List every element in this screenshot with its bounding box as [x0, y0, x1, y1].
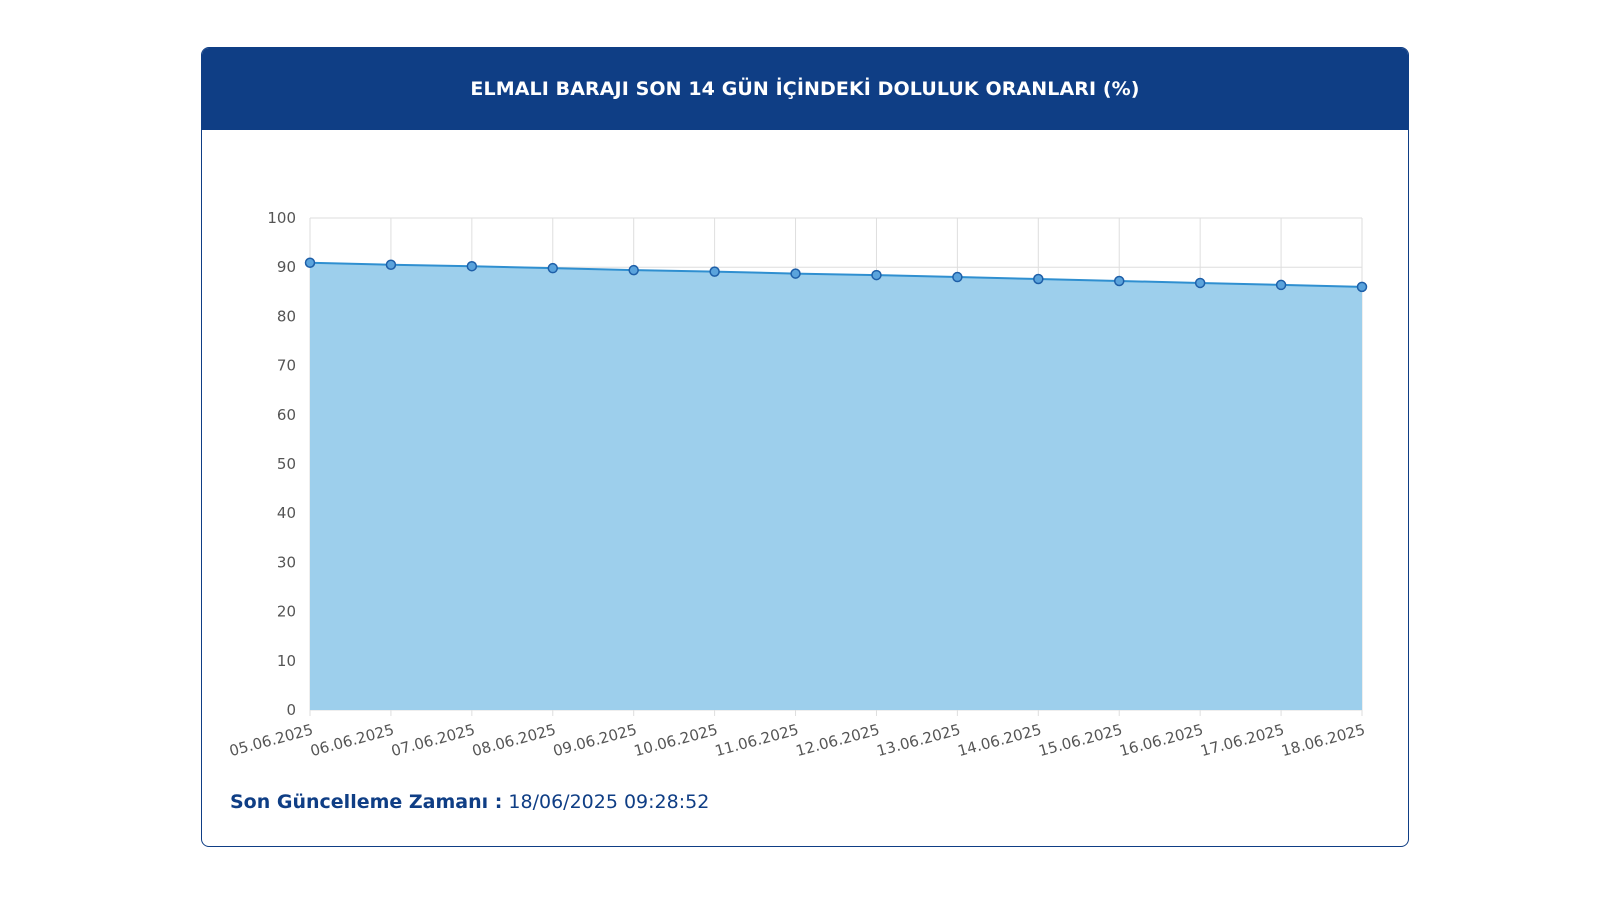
data-point-0[interactable]: [304, 257, 316, 269]
data-point-4[interactable]: [628, 264, 639, 276]
x-tick-label-4: 09.06.2025: [551, 720, 639, 760]
x-tick-label-10: 15.06.2025: [1037, 720, 1125, 760]
y-tick-label-2: 20: [277, 603, 296, 621]
x-axis: 05.06.202506.06.202507.06.202508.06.2025…: [227, 720, 1367, 760]
data-point-1[interactable]: [385, 259, 397, 270]
chart-card: ELMALI BARAJI SON 14 GÜN İÇİNDEKİ DOLULU…: [201, 47, 1409, 847]
y-tick-label-8: 80: [277, 307, 296, 325]
x-tick-label-8: 13.06.2025: [875, 720, 963, 760]
data-point-10[interactable]: [1113, 275, 1125, 287]
y-tick-label-6: 60: [277, 406, 296, 424]
chart-area: 0 10 20 30 40 50 60 70 80 90 100 05.06.2025 06.06.2…: [202, 130, 1408, 770]
y-tick-label-1: 10: [277, 652, 296, 670]
card-header: ELMALI BARAJI SON 14 GÜN İÇİNDEKİ DOLULU…: [202, 48, 1408, 130]
data-point-8[interactable]: [952, 271, 963, 283]
y-tick-label-7: 70: [277, 357, 296, 375]
area-fill: [310, 262, 1362, 710]
y-tick-label-10: 100: [267, 209, 296, 227]
y-tick-label-5: 50: [277, 455, 296, 473]
x-tick-label-5: 10.06.2025: [632, 720, 720, 760]
series-line: [309, 261, 1363, 288]
x-tick-label-12: 17.06.2025: [1198, 720, 1286, 760]
y-tick-label-0: 0: [286, 701, 296, 719]
x-tick-label-2: 07.06.2025: [389, 720, 477, 760]
data-point-3[interactable]: [547, 262, 559, 274]
last-update: Son Güncelleme Zamanı : 18/06/2025 09:28…: [230, 791, 709, 813]
y-tick-label-9: 90: [277, 258, 296, 276]
fill-rate-chart: 0 10 20 30 40 50 60 70 80 90 100 05.06.202506.06.2…: [227, 209, 1368, 760]
y-tick-label-4: 40: [277, 504, 296, 522]
data-point-2[interactable]: [466, 260, 478, 272]
data-point-13[interactable]: [1356, 281, 1368, 293]
data-point-9[interactable]: [1033, 273, 1044, 285]
data-point-12[interactable]: [1275, 279, 1287, 291]
y-tick-label-3: 30: [277, 553, 296, 571]
data-point-6[interactable]: [790, 268, 801, 279]
x-tick-label-6: 11.06.2025: [713, 720, 801, 760]
series-points: [304, 257, 1368, 293]
x-tick-label-13: 18.06.2025: [1279, 720, 1367, 760]
data-point-7[interactable]: [871, 269, 882, 281]
x-tick-label-1: 06.06.2025: [308, 720, 396, 760]
series-area: [309, 261, 1363, 710]
last-update-label: Son Güncelleme Zamanı :: [230, 791, 503, 813]
x-tick-label-3: 08.06.2025: [470, 720, 558, 760]
data-point-11[interactable]: [1194, 277, 1206, 289]
x-tick-label-9: 14.06.2025: [956, 720, 1044, 760]
last-update-value: 18/06/2025 09:28:52: [508, 791, 710, 813]
x-tick-label-7: 12.06.2025: [794, 720, 882, 760]
y-axis: 0 10 20 30 40 50 60 70 80 90 100: [267, 209, 296, 719]
x-tick-label-11: 16.06.2025: [1118, 720, 1206, 760]
chart-title: ELMALI BARAJI SON 14 GÜN İÇİNDEKİ DOLULU…: [470, 78, 1140, 100]
x-tick-label-0: 05.06.2025: [227, 720, 315, 760]
data-point-5[interactable]: [709, 266, 720, 277]
